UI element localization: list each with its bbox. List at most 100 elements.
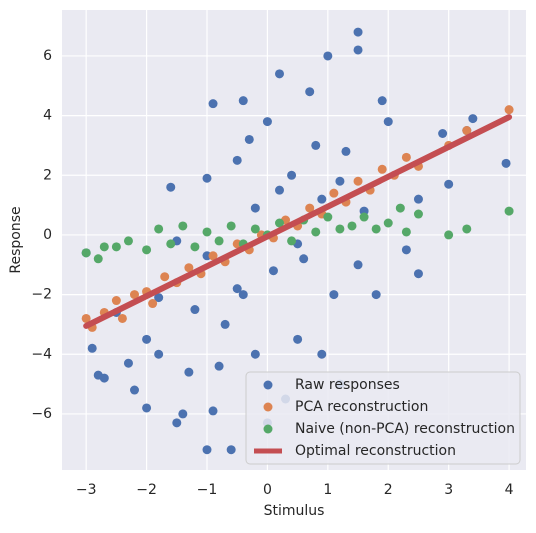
x-tick-label: −1 (197, 482, 218, 498)
point (154, 349, 164, 359)
point (166, 182, 176, 192)
legend-swatch (263, 424, 273, 434)
point (99, 242, 109, 252)
point (462, 126, 472, 136)
point (226, 221, 236, 231)
point (214, 236, 224, 246)
point (311, 227, 321, 237)
point (317, 349, 327, 359)
point (142, 403, 152, 413)
point (142, 334, 152, 344)
point (238, 96, 248, 106)
point (190, 242, 200, 252)
point (504, 206, 514, 216)
point (317, 194, 327, 204)
point (329, 290, 339, 300)
point (299, 254, 309, 264)
point (371, 224, 381, 234)
point (413, 269, 423, 279)
point (117, 313, 127, 323)
point (160, 272, 170, 282)
point (238, 290, 248, 300)
y-tick-label: 6 (43, 48, 52, 64)
line (83, 114, 513, 329)
point (81, 313, 91, 323)
point (275, 69, 284, 79)
x-axis-label: Stimulus (264, 503, 325, 519)
point (323, 212, 333, 222)
point (413, 194, 423, 204)
point (468, 114, 478, 124)
point (244, 134, 254, 144)
point (329, 188, 339, 198)
legend-box (245, 371, 521, 465)
legend-swatch (263, 380, 273, 390)
point (142, 245, 152, 255)
point (371, 290, 381, 300)
point (226, 445, 236, 455)
point (87, 343, 97, 353)
x-tick-label: 2 (384, 482, 393, 498)
point (504, 105, 514, 115)
x-tick-label: 3 (444, 482, 453, 498)
x-tick-label: 4 (505, 482, 514, 498)
point (377, 164, 387, 174)
point (305, 87, 315, 97)
legend-swatch (263, 402, 273, 412)
point (184, 367, 194, 377)
point (353, 260, 363, 270)
point (154, 224, 164, 234)
point (347, 221, 357, 231)
y-tick-label: −2 (31, 287, 52, 303)
point (462, 224, 472, 234)
point (214, 361, 224, 371)
point (377, 96, 387, 106)
point (335, 176, 345, 186)
y-tick-label: 4 (43, 108, 52, 124)
point (501, 158, 511, 168)
point (444, 230, 454, 240)
point (202, 227, 212, 237)
point (154, 293, 164, 303)
point (383, 218, 393, 228)
legend-label: PCA reconstruction (295, 399, 428, 415)
point (208, 99, 218, 109)
point (268, 266, 278, 276)
point (341, 146, 351, 156)
point (123, 358, 133, 368)
point (208, 251, 218, 261)
point (413, 209, 423, 219)
point (305, 203, 315, 213)
point (287, 236, 297, 246)
point (130, 290, 139, 300)
point (148, 299, 158, 309)
point (208, 406, 218, 416)
point (202, 173, 212, 183)
y-tick-label: 0 (43, 227, 52, 243)
y-axis-label: Response (8, 206, 24, 273)
point (275, 185, 284, 195)
point (81, 248, 91, 258)
point (178, 221, 188, 231)
point (250, 224, 260, 234)
y-tick-label: −4 (31, 346, 52, 362)
legend-label: Naive (non-PCA) reconstruction (295, 421, 515, 437)
point (111, 242, 121, 252)
point (323, 51, 333, 61)
point (359, 212, 369, 222)
point (353, 45, 363, 55)
point (395, 203, 405, 213)
point (93, 254, 103, 264)
point (166, 239, 176, 249)
point (232, 284, 242, 294)
x-tick-label: 0 (263, 482, 272, 498)
x-tick-label: 1 (323, 482, 332, 498)
point (444, 179, 454, 189)
point (220, 319, 230, 329)
point (172, 418, 182, 428)
point (401, 227, 411, 237)
point (250, 349, 260, 359)
point (178, 409, 188, 419)
point (184, 263, 194, 273)
